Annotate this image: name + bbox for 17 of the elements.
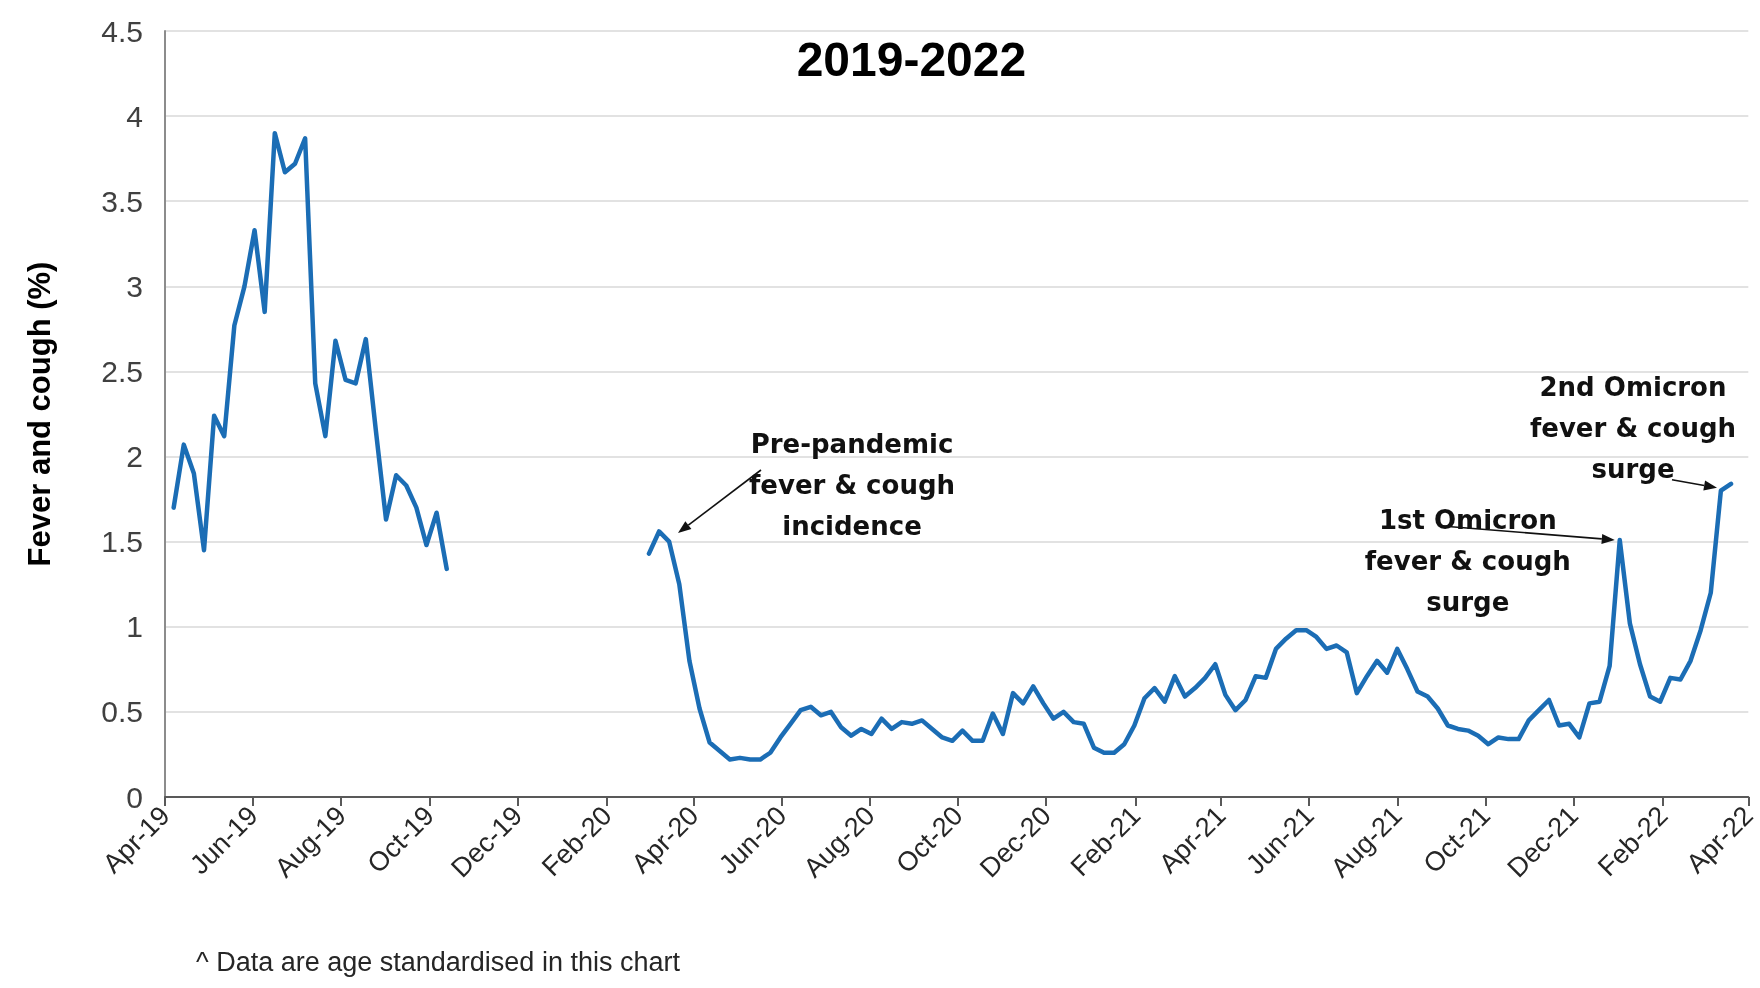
y-tick-label: 0 [126,780,143,814]
y-tick-label: 4 [126,99,143,133]
y-tick-label: 4.5 [101,14,143,48]
y-tick-label: 0.5 [101,695,143,729]
line-series [171,130,449,572]
annotation: Pre-pandemic fever & cough incidence [748,429,956,541]
annotation: 1st Omicron fever & cough surge [1364,504,1571,617]
text: ^ Data are age standardised in this chart [196,946,681,977]
y-tick-label: 3.5 [101,184,143,218]
y-axis-title: Fever and cough (%) [22,261,57,567]
y-tick-label: 1.5 [101,525,143,559]
y-tick-label: 3 [126,269,143,303]
chart-title: 2019-2022 [796,32,1027,86]
y-tick-label: 2.5 [101,354,143,388]
y-tick-label: 2 [126,440,143,474]
y-tick-label: 1 [126,610,143,644]
annotation: 2nd Omicron fever & cough surge [1529,371,1737,484]
